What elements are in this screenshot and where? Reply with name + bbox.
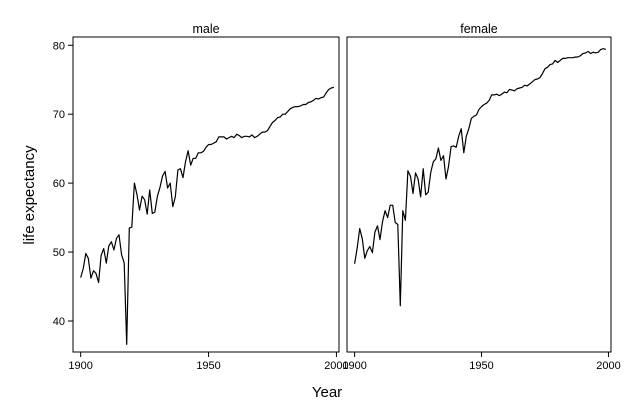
x-tick-label-male-1950: 1950	[196, 360, 220, 372]
panel-label-male: male	[192, 22, 219, 36]
y-tick-label-70: 70	[53, 109, 65, 121]
y-tick-label-60: 60	[53, 178, 65, 190]
panel-male: male 1900 1950 2000 40 50 60 70 80	[53, 22, 349, 372]
y-tick-label-40: 40	[53, 316, 65, 328]
x-tick-label-male-1900: 1900	[68, 360, 92, 372]
panel-frame-female	[346, 36, 612, 353]
panel-frame-male	[72, 36, 340, 353]
x-tick-label-female-1950: 1950	[469, 360, 493, 372]
x-tick-label-female-1900: 1900	[342, 360, 366, 372]
x-tick-label-male-2000: 2000	[324, 360, 348, 372]
x-axis-title: Year	[312, 384, 342, 401]
y-axis-title: life expectancy	[21, 145, 38, 245]
panel-label-female: female	[460, 22, 498, 36]
panel-female: female 1900 1950 2000	[342, 22, 620, 372]
x-tick-label-female-2000: 2000	[596, 360, 620, 372]
series-line-female	[354, 48, 607, 307]
y-tick-label-80: 80	[53, 40, 65, 52]
series-line-male	[80, 86, 335, 345]
y-tick-label-50: 50	[53, 247, 65, 259]
